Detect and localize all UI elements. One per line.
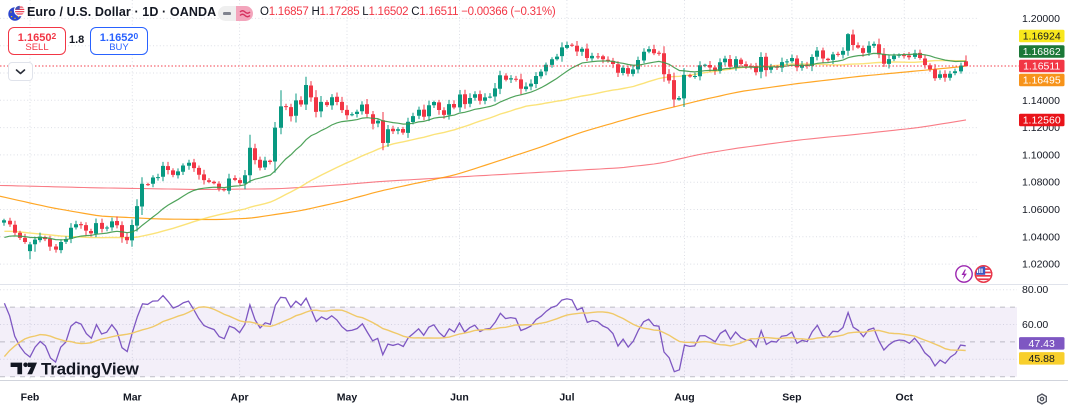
svg-text:1.16924: 1.16924: [1023, 31, 1061, 43]
svg-text:1.02000: 1.02000: [1022, 259, 1060, 271]
svg-text:Jun: Jun: [450, 392, 469, 404]
svg-text:45.88: 45.88: [1029, 353, 1055, 365]
svg-text:TradingView: TradingView: [41, 360, 140, 379]
svg-text:47.43: 47.43: [1029, 338, 1055, 350]
svg-text:Jul: Jul: [559, 392, 574, 404]
svg-text:Feb: Feb: [21, 392, 40, 404]
svg-text:Oct: Oct: [896, 392, 914, 404]
svg-text:1.14000: 1.14000: [1022, 95, 1060, 107]
svg-text:1.20000: 1.20000: [1022, 13, 1060, 25]
svg-text:1.12560: 1.12560: [1023, 115, 1061, 127]
svg-text:Sep: Sep: [782, 392, 801, 404]
svg-text:1.06000: 1.06000: [1022, 204, 1060, 216]
svg-text:1.10000: 1.10000: [1022, 149, 1060, 161]
svg-text:Aug: Aug: [674, 392, 694, 404]
svg-text:1.16495: 1.16495: [1023, 75, 1061, 87]
svg-text:80.00: 80.00: [1022, 284, 1048, 296]
svg-text:1.04000: 1.04000: [1022, 231, 1060, 243]
svg-text:1.16511: 1.16511: [1023, 61, 1060, 73]
svg-text:Apr: Apr: [231, 392, 249, 404]
svg-text:60.00: 60.00: [1022, 319, 1048, 331]
svg-text:1.08000: 1.08000: [1022, 177, 1060, 189]
svg-text:Mar: Mar: [123, 392, 142, 404]
svg-text:May: May: [337, 392, 358, 404]
svg-text:1.16862: 1.16862: [1023, 46, 1061, 58]
